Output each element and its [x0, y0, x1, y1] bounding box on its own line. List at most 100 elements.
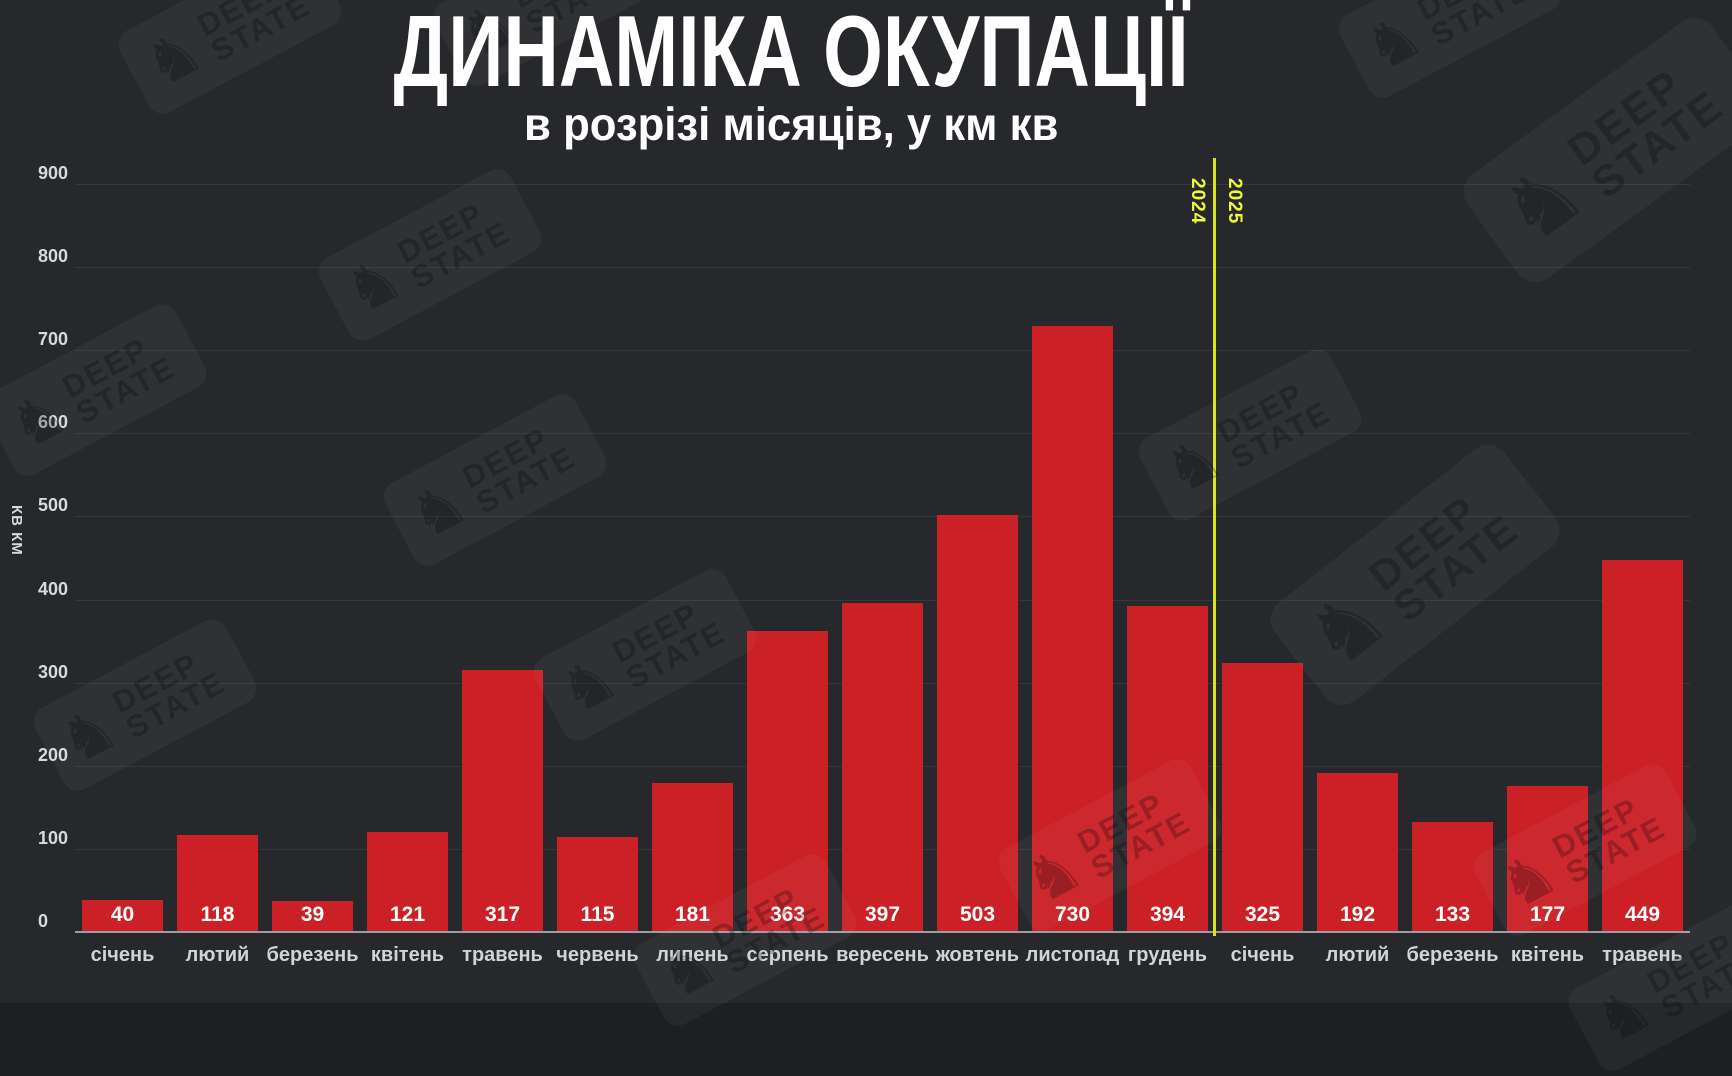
gridline: [75, 516, 1690, 518]
bar: [176, 834, 259, 933]
bar-value-label: 397: [864, 903, 901, 926]
bar-value-label: 325: [1244, 903, 1281, 926]
month-label: квітень: [370, 944, 445, 966]
bar: [1601, 559, 1684, 933]
y-tick-label: 900: [38, 163, 69, 183]
y-tick-label: 0: [38, 911, 49, 931]
y-tick-label: 200: [38, 744, 69, 765]
month-label: листопад: [1025, 944, 1120, 966]
month-label: грудень: [1127, 944, 1208, 966]
bar-slot: 730 листопад: [1025, 185, 1120, 965]
bar-slot: 394 грудень: [1120, 185, 1215, 965]
bar-slot: 317 травень: [455, 185, 550, 965]
bar: [81, 899, 164, 933]
bar-value-label: 118: [200, 903, 235, 926]
month-label: березень: [266, 944, 359, 966]
y-tick-label: 800: [38, 246, 69, 267]
month-label: квітень: [1510, 944, 1585, 966]
month-label: вересень: [836, 944, 929, 966]
knight-icon: ♞: [1581, 969, 1665, 1060]
bar: [461, 669, 544, 933]
bar-value-label: 317: [484, 903, 521, 926]
bar: [841, 603, 924, 933]
bar-value-label: 115: [580, 903, 615, 926]
bar-value-label: 181: [674, 903, 711, 926]
bar-value-label: 39: [300, 903, 325, 926]
bar-value-label: 394: [1149, 903, 1185, 926]
bar-value-label: 121: [389, 903, 426, 926]
bar: [271, 900, 354, 933]
bar: [746, 631, 829, 933]
bar: [1031, 326, 1114, 933]
bar-value-label: 730: [1054, 903, 1091, 926]
x-axis-line: [75, 931, 1690, 933]
page-subtitle-row: в розрізі місяців, у км кв: [0, 101, 1582, 147]
bar: [366, 832, 449, 933]
gridline: [75, 184, 1690, 185]
bar-slot: 397 вересень: [835, 185, 930, 965]
bar: [1126, 605, 1209, 933]
divider-line: [1212, 158, 1216, 936]
page-subtitle: в розрізі місяців, у км кв: [523, 97, 1059, 150]
plot-area: 2024 2025 0 100 200 300 400 500 600 700 800 900 40…: [38, 158, 1690, 965]
infographic-occupation-dynamics: { "header": { "title": "ДИНАМІКА ОКУПАЦІ…: [0, 0, 1732, 965]
bar-slot: 121 квітень: [360, 185, 455, 965]
bar-slot: 39 березень: [265, 185, 360, 965]
month-label: травень: [1602, 944, 1683, 966]
y-axis-label: КВ КМ: [8, 505, 25, 556]
bar: [1411, 822, 1494, 933]
month-label: лютий: [185, 944, 250, 966]
bar: [1506, 785, 1589, 933]
y-tick-label: 700: [38, 329, 69, 350]
month-label: травень: [462, 944, 543, 966]
bar-value-label: 503: [959, 903, 996, 926]
bar-value-label: 363: [769, 903, 806, 926]
gridline: [75, 433, 1690, 435]
bar-slot: 363 серпень: [740, 185, 835, 965]
bar-slot: 449 травень: [1595, 185, 1690, 965]
month-label: січень: [90, 944, 155, 966]
chart-header: ДИНАМІКА ОКУПАЦІЇ в розрізі місяців, у к…: [0, 0, 1582, 147]
knight-icon: ♞: [646, 924, 730, 1015]
bar-slot: 325 січень: [1215, 185, 1310, 965]
gridline: [75, 267, 1690, 269]
bar: [936, 514, 1019, 933]
bar: [556, 837, 639, 933]
y-tick-label: 400: [38, 578, 69, 599]
bar-value-label: 40: [110, 903, 135, 926]
month-label: лютий: [1325, 944, 1390, 966]
bar-value-label: 177: [1529, 903, 1566, 926]
year-label-2024: 2024: [1186, 178, 1208, 225]
y-tick-label: 500: [38, 495, 69, 516]
month-label: серпень: [746, 944, 829, 966]
bar-slot: 115 червень: [550, 185, 645, 965]
month-label: липень: [656, 944, 729, 966]
y-tick-label: 100: [38, 827, 69, 848]
bar-slot: 40 січень: [75, 185, 170, 965]
page-title: ДИНАМІКА ОКУПАЦІЇ: [393, 0, 1189, 108]
gridline: [75, 350, 1690, 352]
bar-value-label: 192: [1339, 903, 1376, 926]
y-tick-label: 300: [38, 661, 69, 682]
month-label: березень: [1406, 944, 1499, 966]
bar-slot: 177 квітень: [1500, 185, 1595, 965]
bar-slot: 503 жовтень: [930, 185, 1025, 965]
bar-slot: 181 липень: [645, 185, 740, 965]
bar: [1316, 773, 1399, 933]
year-divider: 2024 2025: [1187, 158, 1245, 936]
year-label-2025: 2025: [1223, 178, 1245, 225]
gridline: [75, 599, 1690, 601]
month-label: жовтень: [935, 944, 1020, 966]
bar-value-label: 133: [1434, 903, 1471, 926]
bar-value-label: 449: [1624, 903, 1661, 926]
month-label: червень: [556, 944, 639, 966]
bar: [1221, 662, 1304, 933]
y-tick-label: 600: [38, 412, 69, 433]
bar-slot: 118 лютий: [170, 185, 265, 965]
bar: [651, 782, 734, 933]
month-label: січень: [1230, 944, 1295, 966]
bar-slot: 133 березень: [1405, 185, 1500, 965]
bar-slot: 192 лютий: [1310, 185, 1405, 965]
